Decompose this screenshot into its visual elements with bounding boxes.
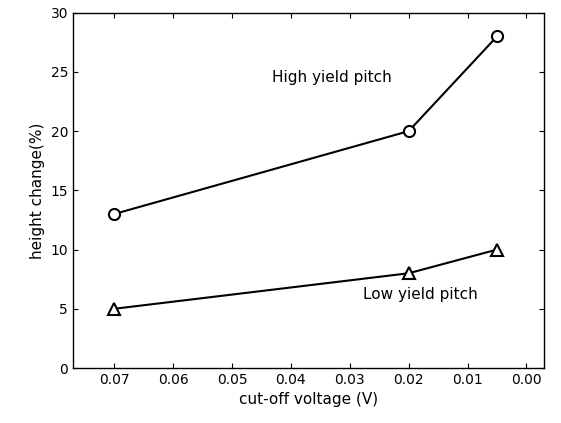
Text: High yield pitch: High yield pitch: [272, 70, 392, 85]
Y-axis label: height change(%): height change(%): [30, 122, 45, 258]
X-axis label: cut-off voltage (V): cut-off voltage (V): [239, 393, 378, 407]
Text: Low yield pitch: Low yield pitch: [363, 287, 478, 302]
